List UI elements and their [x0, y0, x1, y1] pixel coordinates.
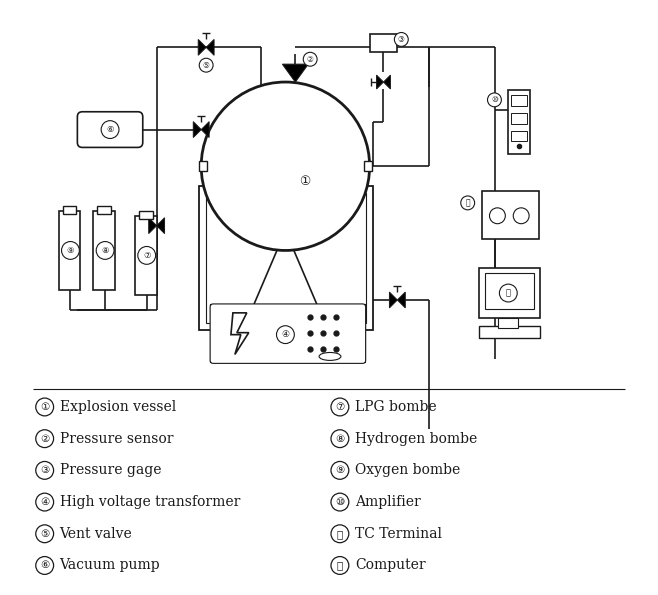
Text: ⑩: ⑩	[336, 497, 345, 507]
Circle shape	[331, 493, 349, 511]
Bar	[478, 268, 540, 318]
Text: ②: ②	[307, 55, 314, 64]
Text: ⑧: ⑧	[336, 434, 345, 444]
Bar	[498, 318, 519, 328]
Circle shape	[101, 121, 119, 139]
Polygon shape	[384, 75, 390, 89]
Text: ⑦: ⑦	[143, 251, 151, 260]
Text: Pressure sensor: Pressure sensor	[59, 431, 173, 446]
Text: ⑪: ⑪	[337, 529, 343, 539]
Bar	[211, 305, 365, 362]
Circle shape	[499, 284, 517, 302]
Text: Amplifier: Amplifier	[355, 495, 420, 509]
Circle shape	[331, 525, 349, 543]
Circle shape	[201, 82, 370, 250]
Bar	[97, 206, 111, 214]
Text: ②: ②	[40, 434, 49, 444]
Text: LPG bombe: LPG bombe	[355, 400, 436, 414]
Circle shape	[36, 430, 53, 447]
Circle shape	[461, 196, 474, 210]
Circle shape	[36, 493, 53, 511]
Polygon shape	[206, 39, 214, 55]
Text: Computer: Computer	[355, 559, 425, 572]
Text: ⑫: ⑫	[337, 560, 343, 571]
Text: High voltage transformer: High voltage transformer	[59, 495, 240, 509]
Circle shape	[96, 242, 114, 259]
Bar	[511, 130, 527, 142]
Circle shape	[36, 462, 53, 480]
Circle shape	[331, 398, 349, 416]
Bar	[59, 211, 80, 290]
Text: Explosion vessel: Explosion vessel	[59, 400, 176, 414]
Polygon shape	[193, 121, 201, 137]
Text: ③: ③	[40, 465, 49, 475]
Circle shape	[331, 430, 349, 447]
Text: ⑨: ⑨	[66, 246, 74, 255]
Text: ⑪: ⑪	[465, 198, 470, 208]
Text: Vent valve: Vent valve	[59, 527, 132, 541]
Circle shape	[513, 208, 529, 224]
Circle shape	[394, 33, 408, 46]
Polygon shape	[282, 64, 308, 82]
Bar	[199, 186, 372, 330]
Bar	[135, 216, 157, 295]
Circle shape	[36, 525, 53, 543]
Circle shape	[276, 325, 294, 343]
Polygon shape	[157, 218, 164, 234]
Text: ⑩: ⑩	[491, 95, 498, 104]
Text: ⑨: ⑨	[336, 465, 345, 475]
Circle shape	[36, 398, 53, 416]
Text: ⑦: ⑦	[336, 402, 345, 412]
Bar	[511, 95, 527, 106]
Polygon shape	[397, 292, 405, 308]
Text: ④: ④	[40, 497, 49, 507]
Text: ①: ①	[299, 174, 311, 187]
Circle shape	[490, 208, 505, 224]
Text: ④: ④	[282, 330, 290, 339]
Text: ①: ①	[40, 402, 49, 412]
Circle shape	[138, 246, 156, 264]
Circle shape	[61, 242, 80, 259]
FancyBboxPatch shape	[78, 112, 143, 148]
Bar	[206, 193, 366, 322]
Polygon shape	[198, 39, 206, 55]
Bar	[478, 325, 540, 337]
Bar	[511, 112, 527, 124]
Text: ③: ③	[398, 35, 405, 44]
Text: ⑧: ⑧	[101, 246, 109, 255]
Text: Oxygen bombe: Oxygen bombe	[355, 464, 460, 477]
Bar	[199, 161, 207, 171]
Circle shape	[331, 556, 349, 574]
Bar	[364, 161, 372, 171]
Polygon shape	[149, 218, 157, 234]
Circle shape	[331, 462, 349, 480]
Polygon shape	[390, 292, 397, 308]
Bar	[139, 211, 153, 219]
Bar	[482, 191, 539, 239]
Bar	[509, 90, 530, 154]
Circle shape	[488, 93, 501, 107]
Bar	[370, 35, 397, 52]
Text: ⑤: ⑤	[203, 61, 210, 70]
Bar	[93, 211, 115, 290]
Text: Hydrogen bombe: Hydrogen bombe	[355, 431, 477, 446]
Bar	[63, 206, 76, 214]
Text: ⑫: ⑫	[506, 289, 511, 298]
Circle shape	[199, 58, 213, 72]
Ellipse shape	[319, 352, 341, 361]
Text: ⑥: ⑥	[40, 560, 49, 571]
Text: Vacuum pump: Vacuum pump	[59, 559, 160, 572]
FancyBboxPatch shape	[210, 304, 366, 364]
Polygon shape	[376, 75, 384, 89]
Circle shape	[36, 556, 53, 574]
Text: TC Terminal: TC Terminal	[355, 527, 442, 541]
Circle shape	[303, 52, 317, 66]
Text: ⑥: ⑥	[107, 125, 114, 134]
Bar	[484, 273, 534, 309]
Text: Pressure gage: Pressure gage	[59, 464, 161, 477]
Text: ⑤: ⑤	[40, 529, 49, 539]
Polygon shape	[201, 121, 209, 137]
